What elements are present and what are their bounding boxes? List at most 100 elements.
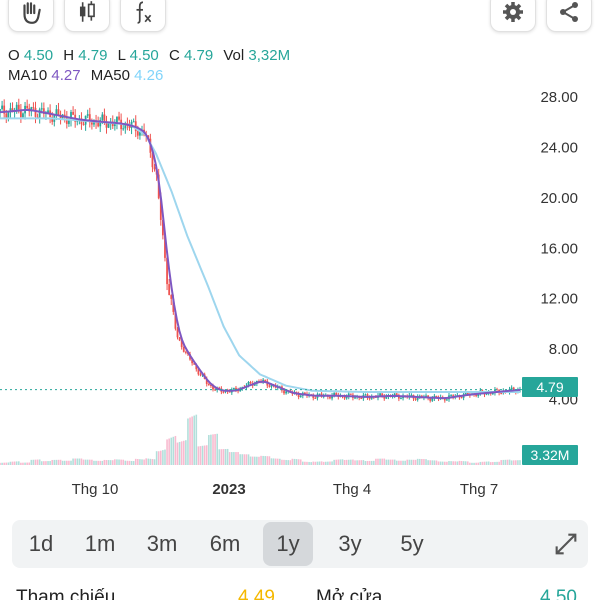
volume-bar [95,460,97,465]
volume-bar [402,460,404,465]
volume-bar [36,459,39,465]
volume-bar [383,458,386,465]
volume-bar [281,459,283,465]
candle-body [429,398,432,401]
volume-bar [231,452,233,465]
range-3m[interactable]: 3m [146,531,178,556]
range-6m[interactable]: 6m [209,531,241,556]
expand-icon[interactable] [552,530,580,558]
candle-body [139,130,141,136]
volume-bar [118,459,120,465]
volume-bar [91,459,93,465]
volume-bar [262,455,264,465]
volume-bar [189,417,191,465]
candle-body [170,294,173,299]
volume-bar [13,461,16,465]
candle-body [395,393,398,395]
range-1d[interactable]: 1d [28,531,54,556]
volume-bar [124,460,127,465]
range-5y[interactable]: 5y [400,531,424,556]
x-tick-label: Thg 4 [333,481,371,498]
volume-bar [375,458,377,465]
volume-bar [195,414,198,465]
volume-bar [416,458,419,465]
gear-icon [503,2,523,22]
volume-bar [366,460,369,465]
volume-bar [245,454,248,465]
volume-bar [327,461,329,465]
volume-bar [101,460,104,465]
range-1m[interactable]: 1m [84,531,116,556]
volume-bar [350,459,352,465]
candle-body [161,219,164,236]
candle-body [435,395,438,398]
settings-button[interactable] [490,0,536,32]
volume-bar [237,452,239,465]
volume-bar [28,462,31,465]
candle-body [314,397,317,399]
volume-bar [3,462,5,465]
share-button[interactable] [546,0,592,32]
candle-body [460,397,463,399]
share-icon [560,2,578,22]
low-value: 4.50 [129,47,159,64]
candle-body [99,119,102,127]
candle-body [368,397,371,399]
range-3y[interactable]: 3y [338,531,362,556]
volume-bar [324,461,327,465]
hand-tool-button[interactable] [8,0,54,32]
volume-bar [88,459,91,465]
volume-bar [126,460,129,465]
volume-bar [61,460,64,465]
volume-bar [107,460,110,465]
candle-body [446,399,448,401]
volume-bar [285,459,287,465]
volume-bar [266,456,269,465]
moving-average-legend: MA10 4.27 MA50 4.26 [8,67,163,85]
volume-bar [297,459,300,465]
volume-bar [53,459,56,465]
candle-body [65,117,68,124]
volume-bar [34,459,37,465]
volume-tag: 3.32M [522,445,578,465]
candle-body [182,347,185,352]
candle-body [57,109,60,115]
volume-bar [151,459,154,465]
volume-bar [331,461,333,465]
candle-body [107,123,110,128]
candle-body [7,111,10,119]
volume-bar [404,460,406,465]
y-tick-label: 16.00 [540,240,578,257]
volume-bar [199,446,202,465]
volume-bar [329,461,331,465]
volume-bar [304,461,306,465]
volume-bar [510,460,513,465]
y-tick-label: 8.00 [549,341,578,358]
ma10-label: MA10 [8,67,48,84]
indicators-button[interactable] [120,0,166,32]
candle-body [343,395,346,399]
candle-body [283,390,285,394]
range-1y[interactable]: 1y [263,522,313,566]
volume-bar [120,459,122,465]
volume-bar [368,460,371,465]
candle-body [68,120,70,124]
candle-body [164,235,166,258]
volume-bar [508,459,511,465]
candle-body [235,387,237,391]
quote-summary-row: Tham chiếu 4.49 Mở cửa 4.50 [0,586,600,600]
candle-body [512,387,515,391]
chart-type-button[interactable] [64,0,110,32]
volume-bar [222,449,225,465]
candle-body [17,104,20,110]
volume-bar [97,460,99,465]
volume-bar [446,461,448,465]
candle-body [379,393,381,396]
candle-body [264,379,267,381]
volume-bar [496,461,498,465]
candle-body [510,387,513,390]
candle-body [450,395,452,397]
volume-bar [70,460,72,465]
volume-bar [339,459,342,465]
